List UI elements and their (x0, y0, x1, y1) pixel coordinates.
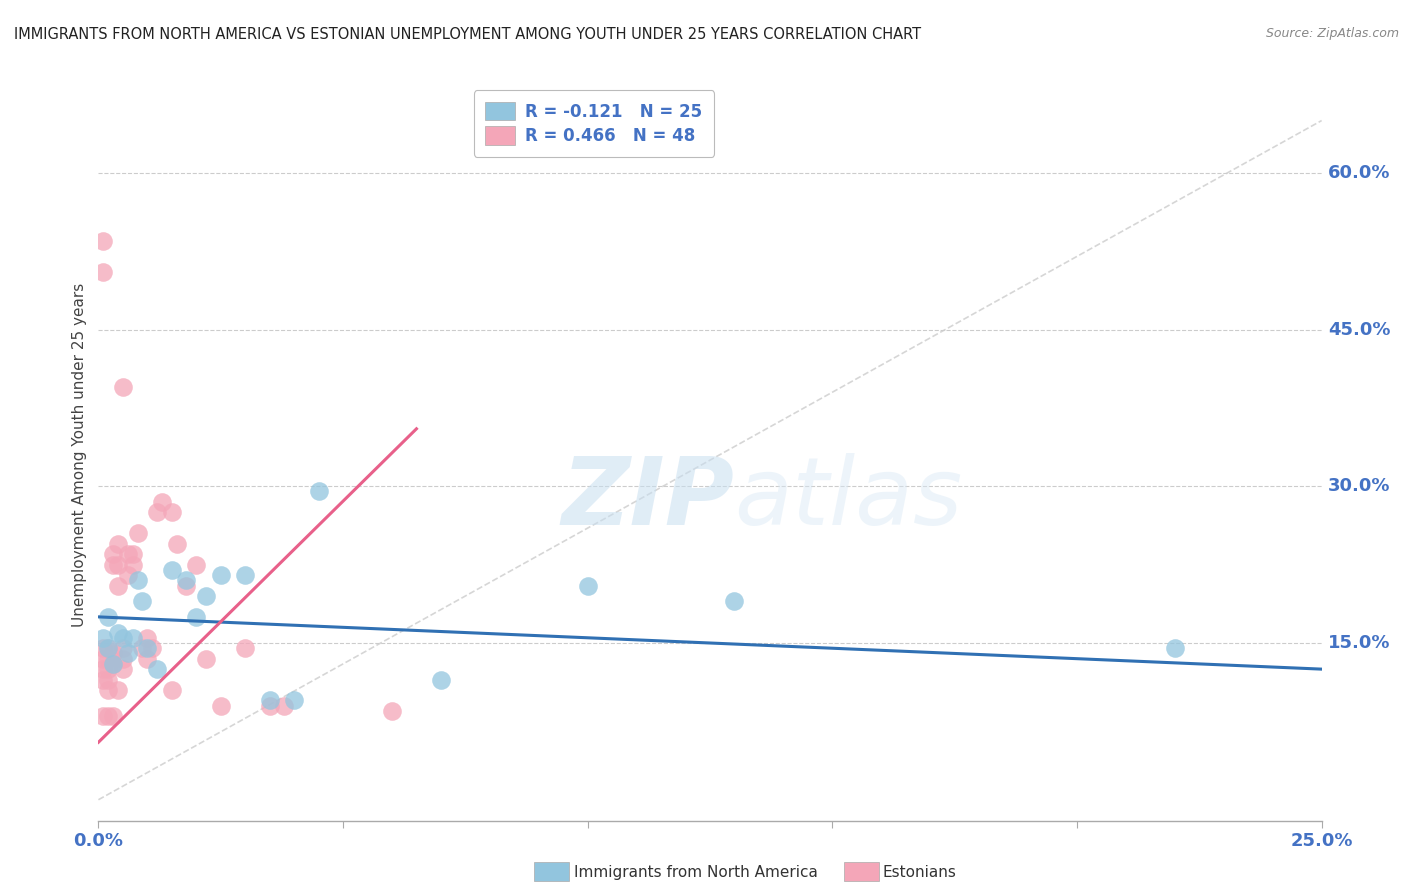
Point (381, 704, 404, 718)
Point (121, 558, 143, 572)
Text: Immigrants from North America: Immigrants from North America (574, 865, 817, 880)
Point (131, 594, 153, 608)
Text: 15.0%: 15.0% (1327, 634, 1391, 652)
Point (209, 698, 232, 713)
Point (723, 594, 745, 608)
Point (121, 547, 143, 561)
Point (107, 558, 129, 572)
Point (176, 578, 198, 592)
Point (136, 651, 159, 665)
Point (91, 709, 114, 723)
Point (259, 698, 281, 713)
Point (160, 563, 183, 577)
Point (186, 610, 208, 624)
Point (233, 641, 256, 656)
Text: Estonians: Estonians (883, 865, 957, 880)
Point (91, 631, 114, 645)
Point (146, 505, 169, 519)
Point (186, 558, 208, 572)
Point (97, 610, 120, 624)
Point (91, 662, 114, 676)
Text: Source: ZipAtlas.com: Source: ZipAtlas.com (1265, 27, 1399, 40)
Point (91, 673, 114, 687)
Point (91, 651, 114, 665)
Point (97, 673, 120, 687)
Point (107, 578, 129, 592)
Point (259, 693, 281, 707)
Point (117, 547, 139, 561)
Point (283, 693, 305, 707)
Point (127, 574, 149, 588)
Point (195, 651, 218, 665)
Point (91, 234, 114, 248)
Point (91, 641, 114, 656)
Point (160, 505, 183, 519)
Point (117, 568, 139, 582)
Point (146, 662, 169, 676)
Point (111, 662, 134, 676)
Point (97, 641, 120, 656)
Y-axis label: Unemployment Among Youth under 25 years: Unemployment Among Youth under 25 years (72, 283, 87, 627)
Legend: R = -0.121   N = 25, R = 0.466   N = 48: R = -0.121 N = 25, R = 0.466 N = 48 (474, 90, 714, 157)
Point (111, 380, 134, 394)
Point (273, 698, 295, 713)
Point (117, 647, 139, 661)
Point (101, 657, 124, 671)
Point (107, 683, 129, 698)
Point (101, 709, 124, 723)
Point (131, 641, 153, 656)
Point (233, 568, 256, 582)
Point (111, 631, 134, 645)
Point (141, 641, 163, 656)
Text: atlas: atlas (734, 453, 963, 544)
Text: 60.0%: 60.0% (1327, 164, 1391, 182)
Point (101, 647, 124, 661)
Point (150, 495, 173, 509)
Point (136, 631, 159, 645)
Point (97, 683, 120, 698)
Text: ZIP: ZIP (561, 453, 734, 545)
Text: 45.0%: 45.0% (1327, 320, 1391, 339)
Point (107, 537, 129, 551)
Point (160, 683, 183, 698)
Point (111, 651, 134, 665)
Point (101, 547, 124, 561)
Point (308, 484, 330, 499)
Text: IMMIGRANTS FROM NORTH AMERICA VS ESTONIAN UNEMPLOYMENT AMONG YOUTH UNDER 25 YEAR: IMMIGRANTS FROM NORTH AMERICA VS ESTONIA… (14, 27, 921, 42)
Point (209, 568, 232, 582)
Point (107, 625, 129, 640)
Point (136, 641, 159, 656)
Point (195, 589, 218, 603)
Point (176, 574, 198, 588)
Point (101, 657, 124, 671)
Point (127, 526, 149, 541)
Point (101, 558, 124, 572)
Point (97, 709, 120, 723)
Point (97, 641, 120, 656)
Point (111, 641, 134, 656)
Point (576, 578, 599, 592)
Point (97, 662, 120, 676)
Point (97, 651, 120, 665)
Point (1164, 641, 1187, 656)
Text: 30.0%: 30.0% (1327, 477, 1391, 495)
Point (430, 673, 453, 687)
Point (121, 631, 143, 645)
Point (91, 265, 114, 279)
Point (166, 537, 188, 551)
